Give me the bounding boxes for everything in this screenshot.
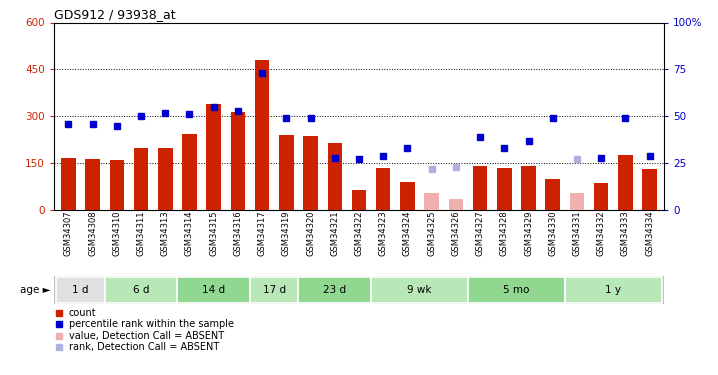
- Bar: [230, 112, 245, 210]
- Bar: [182, 134, 197, 210]
- Text: 17 d: 17 d: [263, 285, 286, 295]
- Text: GSM34334: GSM34334: [645, 210, 654, 256]
- Text: 9 wk: 9 wk: [407, 285, 432, 295]
- Text: age ►: age ►: [19, 285, 50, 295]
- Bar: [56, 277, 105, 303]
- Text: 1 d: 1 d: [73, 285, 89, 295]
- Bar: [177, 277, 250, 303]
- Bar: [158, 148, 172, 210]
- Text: GSM34310: GSM34310: [112, 210, 121, 255]
- Text: GSM34330: GSM34330: [549, 210, 557, 256]
- Text: GSM34328: GSM34328: [500, 210, 509, 256]
- Text: 23 d: 23 d: [323, 285, 346, 295]
- Text: 5 mo: 5 mo: [503, 285, 530, 295]
- Text: GSM34317: GSM34317: [258, 210, 266, 256]
- Text: GSM34326: GSM34326: [452, 210, 460, 256]
- Bar: [643, 170, 657, 210]
- Text: GSM34307: GSM34307: [64, 210, 73, 256]
- Text: GSM34332: GSM34332: [597, 210, 606, 256]
- Text: GSM34331: GSM34331: [572, 210, 582, 256]
- Text: GSM34327: GSM34327: [475, 210, 485, 256]
- Bar: [569, 193, 584, 210]
- Bar: [255, 60, 269, 210]
- Text: GSM34329: GSM34329: [524, 210, 533, 255]
- Bar: [376, 168, 391, 210]
- Text: GSM34314: GSM34314: [185, 210, 194, 255]
- Bar: [207, 104, 221, 210]
- Text: GSM34322: GSM34322: [355, 210, 363, 255]
- Text: GSM34320: GSM34320: [306, 210, 315, 255]
- Text: GDS912 / 93938_at: GDS912 / 93938_at: [54, 8, 175, 21]
- Bar: [85, 159, 100, 210]
- Text: GSM34313: GSM34313: [161, 210, 169, 256]
- Bar: [250, 277, 299, 303]
- Text: GSM34308: GSM34308: [88, 210, 97, 256]
- Bar: [565, 277, 662, 303]
- Bar: [497, 168, 511, 210]
- Bar: [521, 166, 536, 210]
- Bar: [134, 147, 149, 210]
- Text: count: count: [69, 308, 96, 318]
- Text: GSM34321: GSM34321: [330, 210, 340, 255]
- Bar: [327, 143, 342, 210]
- Bar: [468, 277, 565, 303]
- Bar: [546, 179, 560, 210]
- Text: rank, Detection Call = ABSENT: rank, Detection Call = ABSENT: [69, 342, 219, 352]
- Bar: [279, 135, 294, 210]
- Bar: [618, 155, 633, 210]
- Text: GSM34315: GSM34315: [209, 210, 218, 255]
- Text: value, Detection Call = ABSENT: value, Detection Call = ABSENT: [69, 331, 224, 340]
- Text: GSM34333: GSM34333: [621, 210, 630, 256]
- Bar: [424, 193, 439, 210]
- Text: GSM34324: GSM34324: [403, 210, 412, 255]
- Bar: [371, 277, 468, 303]
- Bar: [299, 277, 371, 303]
- Bar: [594, 183, 608, 210]
- Text: GSM34323: GSM34323: [378, 210, 388, 256]
- Text: percentile rank within the sample: percentile rank within the sample: [69, 320, 234, 329]
- Bar: [352, 190, 366, 210]
- Text: GSM34311: GSM34311: [136, 210, 146, 255]
- Text: GSM34325: GSM34325: [427, 210, 436, 255]
- Text: GSM34319: GSM34319: [282, 210, 291, 255]
- Bar: [61, 158, 75, 210]
- Bar: [400, 182, 415, 210]
- Bar: [110, 160, 124, 210]
- Text: GSM34316: GSM34316: [233, 210, 243, 256]
- Bar: [449, 199, 463, 210]
- Bar: [473, 166, 488, 210]
- Text: 6 d: 6 d: [133, 285, 149, 295]
- Text: 1 y: 1 y: [605, 285, 621, 295]
- Bar: [105, 277, 177, 303]
- Bar: [303, 136, 318, 210]
- Text: 14 d: 14 d: [202, 285, 225, 295]
